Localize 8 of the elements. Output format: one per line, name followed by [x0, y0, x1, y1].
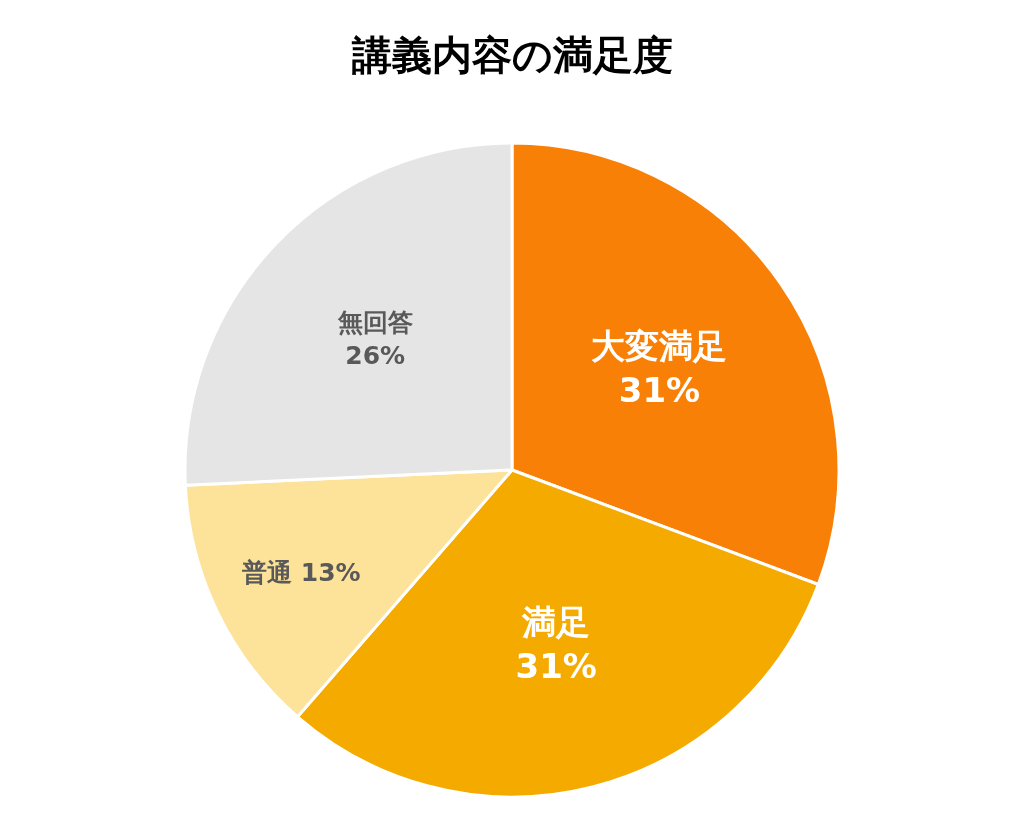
data-label: 31%: [515, 646, 597, 687]
slice-label: 満足: [521, 601, 591, 642]
chart-title: 講義内容の満足度: [350, 32, 673, 78]
slice-label: 大変満足: [591, 325, 728, 366]
slice-label: 普通 13%: [241, 557, 361, 587]
data-label: 26%: [345, 340, 406, 370]
slice-label: 無回答: [336, 308, 413, 338]
data-label: 31%: [618, 369, 701, 410]
